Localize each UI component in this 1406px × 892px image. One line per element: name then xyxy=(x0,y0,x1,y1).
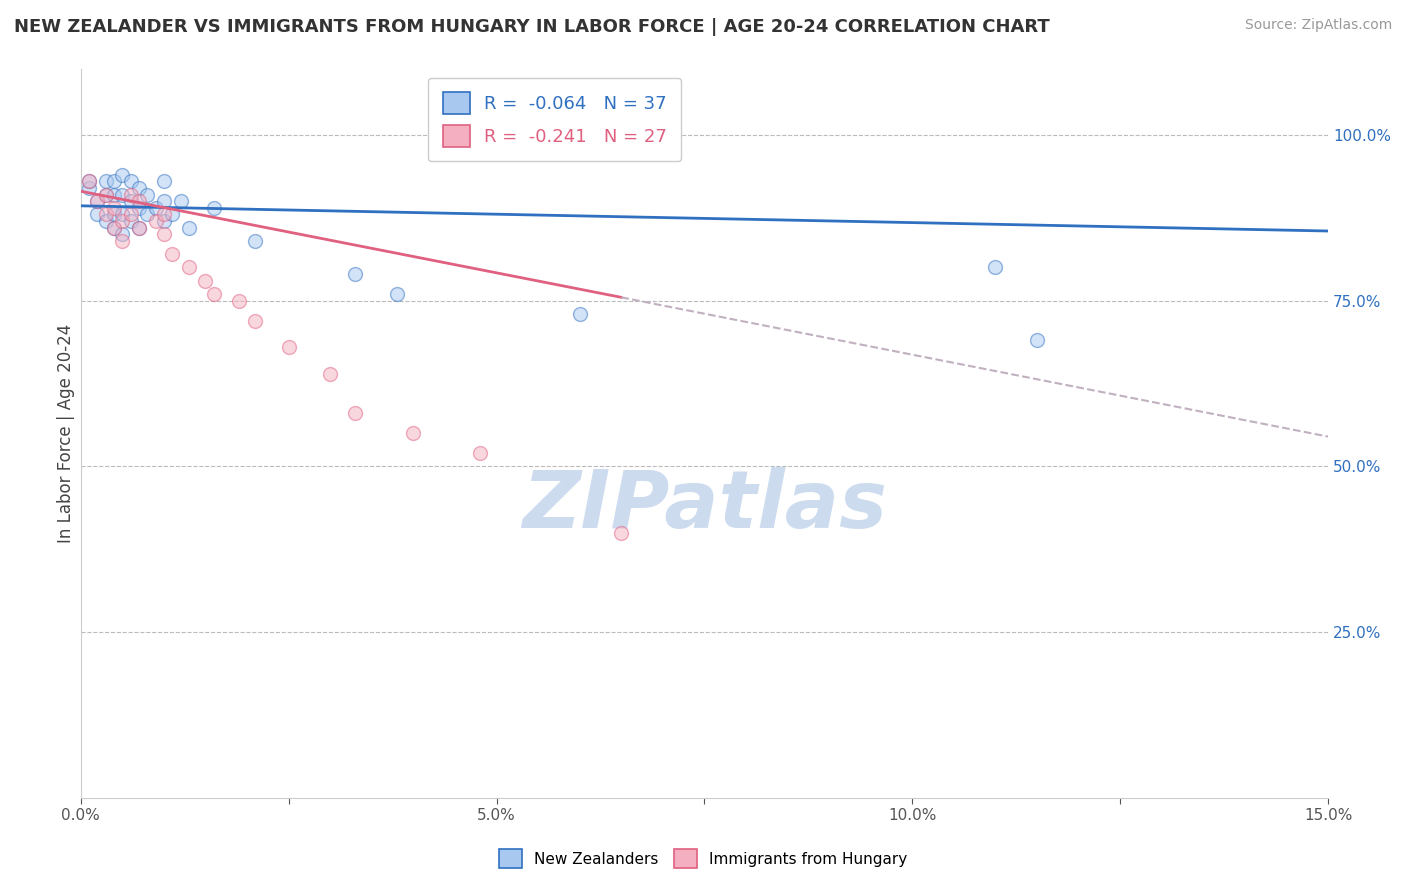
Point xyxy=(177,220,200,235)
Point xyxy=(202,287,225,301)
Point xyxy=(169,194,191,209)
Point xyxy=(94,187,117,202)
Point xyxy=(468,446,491,460)
Point xyxy=(177,260,200,275)
Point xyxy=(610,525,633,540)
Point xyxy=(153,214,176,228)
Point xyxy=(202,201,225,215)
Point xyxy=(344,406,367,420)
Point xyxy=(103,174,125,188)
Point xyxy=(120,174,142,188)
Point xyxy=(120,187,142,202)
Point xyxy=(128,201,150,215)
Point xyxy=(277,340,299,354)
Point xyxy=(153,174,176,188)
Point xyxy=(128,220,150,235)
Point xyxy=(77,174,100,188)
Legend: New Zealanders, Immigrants from Hungary: New Zealanders, Immigrants from Hungary xyxy=(491,841,915,875)
Point xyxy=(111,168,134,182)
Point xyxy=(153,194,176,209)
Point xyxy=(94,174,117,188)
Point xyxy=(153,207,176,221)
Point xyxy=(1026,334,1049,348)
Point xyxy=(128,181,150,195)
Point xyxy=(111,207,134,221)
Point xyxy=(344,267,367,281)
Text: NEW ZEALANDER VS IMMIGRANTS FROM HUNGARY IN LABOR FORCE | AGE 20-24 CORRELATION : NEW ZEALANDER VS IMMIGRANTS FROM HUNGARY… xyxy=(14,18,1050,36)
Point xyxy=(145,201,167,215)
Point xyxy=(86,194,108,209)
Point xyxy=(568,307,591,321)
Y-axis label: In Labor Force | Age 20-24: In Labor Force | Age 20-24 xyxy=(58,324,75,543)
Point xyxy=(128,194,150,209)
Point xyxy=(103,201,125,215)
Point xyxy=(402,426,425,441)
Point xyxy=(319,367,342,381)
Point xyxy=(145,214,167,228)
Point xyxy=(385,287,408,301)
Point xyxy=(94,214,117,228)
Point xyxy=(86,207,108,221)
Point xyxy=(153,227,176,242)
Point xyxy=(984,260,1007,275)
Point xyxy=(86,194,108,209)
Point xyxy=(111,234,134,248)
Legend: R =  -0.064   N = 37, R =  -0.241   N = 27: R = -0.064 N = 37, R = -0.241 N = 27 xyxy=(427,78,682,161)
Point xyxy=(228,293,250,308)
Point xyxy=(136,207,159,221)
Point xyxy=(77,174,100,188)
Point xyxy=(111,214,134,228)
Point xyxy=(94,207,117,221)
Point xyxy=(245,234,267,248)
Point xyxy=(160,247,183,261)
Point xyxy=(94,187,117,202)
Point xyxy=(111,187,134,202)
Point xyxy=(103,187,125,202)
Point xyxy=(245,313,267,327)
Point xyxy=(77,181,100,195)
Text: ZIPatlas: ZIPatlas xyxy=(522,467,887,545)
Point xyxy=(120,194,142,209)
Point xyxy=(103,220,125,235)
Point xyxy=(128,220,150,235)
Point xyxy=(160,207,183,221)
Point xyxy=(120,214,142,228)
Point xyxy=(194,274,217,288)
Text: Source: ZipAtlas.com: Source: ZipAtlas.com xyxy=(1244,18,1392,32)
Point xyxy=(120,207,142,221)
Point xyxy=(103,207,125,221)
Point xyxy=(103,220,125,235)
Point xyxy=(111,227,134,242)
Point xyxy=(136,187,159,202)
